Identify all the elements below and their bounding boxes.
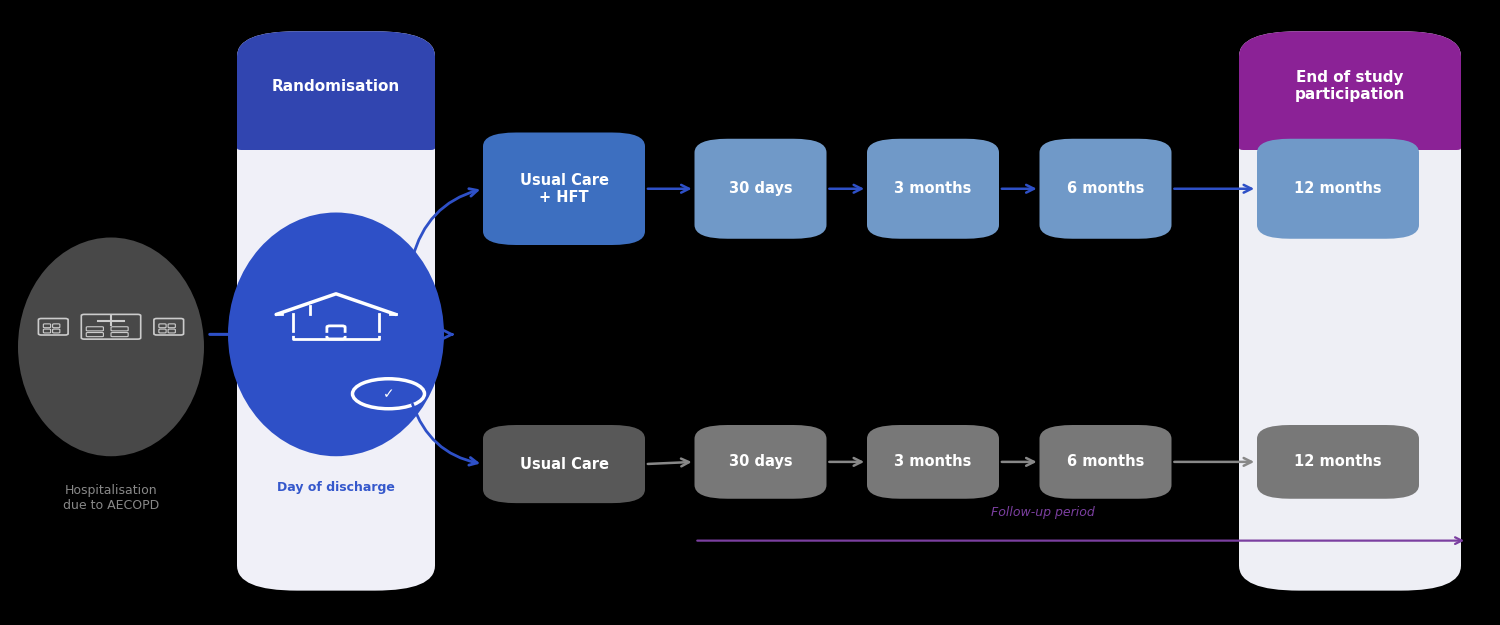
- Circle shape: [352, 379, 424, 409]
- FancyBboxPatch shape: [237, 96, 435, 150]
- Text: Follow-up period: Follow-up period: [990, 506, 1095, 519]
- FancyBboxPatch shape: [1040, 425, 1172, 499]
- Text: Hospitalisation
due to AECOPD: Hospitalisation due to AECOPD: [63, 484, 159, 512]
- FancyBboxPatch shape: [1257, 425, 1419, 499]
- FancyBboxPatch shape: [483, 132, 645, 245]
- Text: 30 days: 30 days: [729, 181, 792, 196]
- Text: 6 months: 6 months: [1066, 454, 1144, 469]
- FancyBboxPatch shape: [1257, 139, 1419, 239]
- Text: 6 months: 6 months: [1066, 181, 1144, 196]
- FancyBboxPatch shape: [1239, 31, 1461, 150]
- Text: Usual Care
+ HFT: Usual Care + HFT: [519, 173, 609, 205]
- Text: Randomisation: Randomisation: [272, 79, 400, 94]
- Text: Usual Care: Usual Care: [519, 456, 609, 471]
- Text: 12 months: 12 months: [1294, 181, 1382, 196]
- FancyBboxPatch shape: [237, 31, 435, 591]
- Ellipse shape: [228, 213, 444, 456]
- FancyBboxPatch shape: [237, 31, 435, 150]
- FancyBboxPatch shape: [694, 425, 826, 499]
- Text: 12 months: 12 months: [1294, 454, 1382, 469]
- Text: Day of discharge: Day of discharge: [278, 481, 394, 494]
- Text: End of study
participation: End of study participation: [1294, 70, 1406, 102]
- FancyBboxPatch shape: [1239, 96, 1461, 150]
- Ellipse shape: [18, 238, 204, 456]
- FancyBboxPatch shape: [867, 139, 999, 239]
- Text: 30 days: 30 days: [729, 454, 792, 469]
- FancyBboxPatch shape: [1239, 31, 1461, 591]
- Text: ✓: ✓: [382, 387, 394, 401]
- FancyBboxPatch shape: [867, 425, 999, 499]
- FancyBboxPatch shape: [483, 425, 645, 503]
- Text: 3 months: 3 months: [894, 181, 972, 196]
- FancyBboxPatch shape: [1040, 139, 1172, 239]
- Text: 3 months: 3 months: [894, 454, 972, 469]
- FancyBboxPatch shape: [694, 139, 826, 239]
